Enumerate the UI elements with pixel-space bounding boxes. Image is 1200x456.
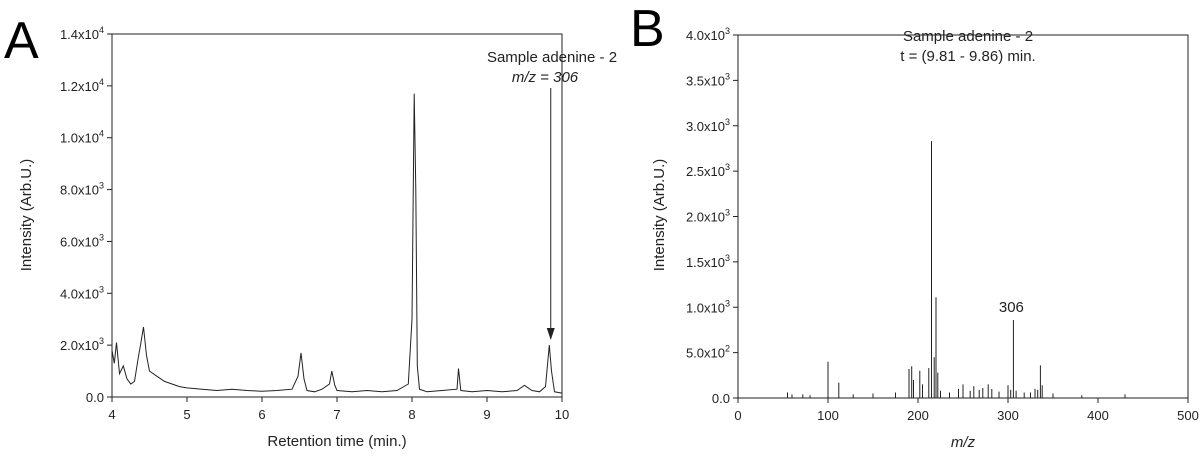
panel-a-y-tick-label: 1.4x104 bbox=[60, 25, 104, 42]
panel-a-y-tick-label: 1.0x104 bbox=[60, 129, 104, 146]
panel-b-chart: B 0 100 200 300 400 500 0.0 5.0x102 1.0x103 1.5x… bbox=[630, 0, 1199, 451]
panel-b-y-tick-label: 1.0x103 bbox=[686, 298, 730, 315]
panel-a-x-tick-label: 9 bbox=[483, 407, 490, 422]
panel-a-annotation-arrowhead bbox=[546, 328, 555, 340]
panel-a-x-tick-label: 5 bbox=[183, 407, 190, 422]
panel-b-letter: B bbox=[630, 0, 665, 58]
panel-a-letter: A bbox=[4, 12, 39, 70]
panel-a-chart: A 4 5 6 7 8 9 10 0.0 2.0x103 4.0x103 6.0x103 8.0x1… bbox=[4, 12, 617, 450]
panel-a-y-tick-label: 8.0x103 bbox=[60, 181, 104, 198]
panel-b-y-tick-label: 1.5x103 bbox=[686, 253, 730, 270]
panel-a-y-tick-label: 2.0x103 bbox=[60, 336, 104, 353]
panel-a-x-tick-label: 4 bbox=[108, 407, 115, 422]
panel-b-x-axis: 0 100 200 300 400 500 bbox=[734, 398, 1199, 423]
panel-a-plot-frame bbox=[111, 33, 563, 398]
panel-a-y-tick-label: 1.2x104 bbox=[60, 77, 104, 94]
panel-b-x-tick-label: 300 bbox=[997, 408, 1019, 423]
panel-a-annotation-line1: Sample adenine - 2 bbox=[487, 49, 617, 66]
panel-b-x-axis-label: m/z bbox=[951, 434, 976, 451]
panel-a-x-tick-label: 6 bbox=[258, 407, 265, 422]
panel-a-x-tick-label: 10 bbox=[555, 407, 569, 422]
panel-b-y-tick-label: 5.0x102 bbox=[686, 344, 730, 361]
panel-a-annotation-line2: m/z = 306 bbox=[512, 69, 579, 86]
panel-a-y-axis: 0.0 2.0x103 4.0x103 6.0x103 8.0x103 1.0x104 1.… bbox=[60, 25, 112, 405]
panel-a-x-tick-label: 7 bbox=[333, 407, 340, 422]
panel-b-y-tick-label: 4.0x103 bbox=[686, 26, 730, 43]
panel-b-peak-label-306: 306 bbox=[999, 299, 1024, 316]
panel-a-y-tick-label: 0.0 bbox=[86, 390, 104, 405]
panel-b-y-axis-label: Intensity (Arb.U.) bbox=[651, 159, 668, 272]
panel-a-chromatogram-line bbox=[111, 93, 563, 394]
panel-b-x-tick-label: 500 bbox=[1177, 408, 1199, 423]
panel-b-annotation-line2: t = (9.81 - 9.86) min. bbox=[900, 48, 1035, 65]
panel-a-y-axis-label: Intensity (Arb.U.) bbox=[18, 159, 35, 272]
panel-b-x-tick-label: 100 bbox=[817, 408, 839, 423]
panel-b-y-tick-label: 2.0x103 bbox=[686, 208, 730, 225]
panel-a-y-tick-label: 6.0x103 bbox=[60, 232, 104, 249]
panel-b-plot-frame bbox=[737, 34, 1189, 399]
panel-a-x-axis-label: Retention time (min.) bbox=[267, 433, 406, 450]
panel-b-y-tick-label: 3.5x103 bbox=[686, 71, 730, 88]
panel-b-y-axis: 0.0 5.0x102 1.0x103 1.5x103 2.0x103 2.5x103 3.… bbox=[686, 26, 738, 406]
panel-a-y-tick-label: 4.0x103 bbox=[60, 284, 104, 301]
panel-b-mass-spectrum bbox=[787, 141, 1126, 398]
panel-b-x-tick-label: 400 bbox=[1087, 408, 1109, 423]
panel-a-x-axis: 4 5 6 7 8 9 10 bbox=[108, 397, 569, 422]
panel-b-y-tick-label: 0.0 bbox=[712, 391, 730, 406]
panel-b-x-tick-label: 0 bbox=[734, 408, 741, 423]
panel-b-x-tick-label: 200 bbox=[907, 408, 929, 423]
panel-b-y-tick-label: 2.5x103 bbox=[686, 162, 730, 179]
panel-b-y-tick-label: 3.0x103 bbox=[686, 117, 730, 134]
panel-a-x-tick-label: 8 bbox=[408, 407, 415, 422]
panel-b-annotation-line1: Sample adenine - 2 bbox=[903, 28, 1033, 45]
